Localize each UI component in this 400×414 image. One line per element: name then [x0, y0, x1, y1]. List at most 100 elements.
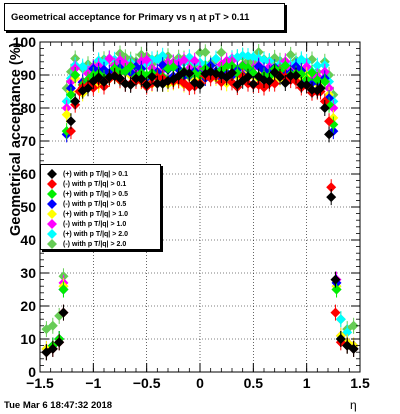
legend-label: (+) with p T/|q| > 0.5 — [63, 190, 128, 198]
data-point-series-8 — [285, 49, 296, 60]
legend-entry: (-) with p T/|q| > 2.0 — [47, 239, 126, 249]
data-point-series-1 — [136, 73, 147, 84]
y-tick-label: 50 — [20, 199, 36, 215]
data-point-series-8 — [200, 47, 211, 58]
y-tick-label: 70 — [20, 133, 36, 149]
data-point-series-1 — [315, 83, 326, 94]
data-point-series-1 — [184, 68, 195, 79]
x-tick-label: −1.5 — [26, 375, 54, 391]
x-tick-label: 1 — [303, 375, 311, 391]
legend-diamond-icon — [47, 199, 57, 209]
y-tick-label: 100 — [13, 34, 37, 50]
legend-diamond-icon — [47, 189, 57, 199]
data-point-series-1 — [65, 116, 76, 127]
data-point-series-1 — [70, 96, 81, 107]
legend-label: (+) with p T/|q| > 0.1 — [63, 170, 128, 178]
data-point-series-1 — [93, 72, 104, 83]
data-point-series-3 — [58, 284, 69, 295]
legend-label: (-) with p T/|q| > 2.0 — [63, 240, 127, 248]
legend-label: (+) with p T/|q| > 1.0 — [63, 210, 128, 218]
x-tick-label: −0.5 — [133, 375, 161, 391]
data-point-series-1 — [58, 307, 69, 318]
data-point-series-2 — [330, 307, 341, 318]
legend-label: (-) with p T/|q| > 0.5 — [63, 200, 127, 208]
y-tick-label: 10 — [20, 331, 36, 347]
data-point-series-6 — [104, 53, 115, 64]
legend-label: (+) with p T/|q| > 2.0 — [63, 230, 128, 238]
legend-diamond-icon — [47, 229, 57, 239]
data-point-series-1 — [291, 70, 301, 81]
legend-label: (-) with p T/|q| > 0.1 — [63, 180, 127, 188]
y-tick-label: 0 — [28, 364, 36, 380]
y-axis-label: Geometrical acceptance (%) — [8, 42, 24, 236]
data-point-series-1 — [227, 67, 237, 78]
data-point-series-8 — [216, 47, 227, 58]
data-point-series-3 — [70, 70, 81, 80]
data-point-series-3 — [331, 284, 342, 295]
y-tick-label: 80 — [20, 100, 36, 116]
x-axis-label: η — [350, 398, 357, 412]
x-tick-label: 1.5 — [350, 375, 370, 391]
y-tick-label: 20 — [20, 298, 36, 314]
data-point-series-1 — [115, 73, 125, 84]
data-point-series-5 — [61, 109, 72, 120]
data-point-series-3 — [243, 62, 253, 73]
data-point-series-3 — [312, 75, 323, 86]
data-point-series-1 — [147, 71, 157, 82]
legend-entry: (+) with p T/|q| > 1.0 — [47, 209, 128, 219]
legend-diamond-icon — [47, 239, 57, 249]
data-point-series-1 — [280, 78, 291, 89]
data-point-series-7 — [312, 60, 323, 71]
x-tick-label: 0 — [196, 375, 204, 391]
data-point-series-1 — [324, 129, 335, 140]
legend-label: (-) with p T/|q| > 1.0 — [63, 220, 127, 228]
data-point-series-3 — [307, 67, 317, 78]
data-point-series-1 — [141, 79, 152, 90]
x-tick-label: 0.5 — [244, 375, 264, 391]
x-tick-label: −1 — [85, 375, 101, 391]
legend-diamond-icon — [47, 219, 57, 229]
data-point-series-7 — [211, 53, 221, 64]
plot-title-box: Geometrical acceptance for Primary vs η … — [4, 3, 285, 31]
legend-entry: (+) with p T/|q| > 2.0 — [47, 229, 128, 239]
data-point-series-1 — [47, 343, 58, 354]
data-point-series-8 — [47, 320, 58, 331]
axis-tick-labels: −1.5 −1 −0.5 0 0.5 1 1.5 0 10 20 30 40 50 60 70 80 90 100 — [13, 34, 370, 391]
legend-entry: (+) with p T/|q| > 0.5 — [47, 189, 128, 199]
data-point-series-7 — [259, 54, 269, 65]
plot-points — [41, 44, 359, 361]
data-point-series-8 — [348, 320, 359, 331]
data-point-series-1 — [296, 79, 307, 90]
data-point-series-1 — [326, 192, 337, 203]
data-point-series-1 — [243, 71, 253, 82]
data-point-series-3 — [65, 89, 76, 100]
data-point-series-1 — [152, 78, 163, 89]
data-point-series-1 — [275, 72, 285, 83]
y-tick-label: 60 — [20, 166, 36, 182]
data-point-series-6 — [179, 55, 189, 66]
y-tick-label: 30 — [20, 265, 36, 281]
data-point-series-1 — [54, 337, 65, 348]
data-point-series-1 — [330, 274, 341, 285]
timestamp: Tue Mar 6 18:47:32 2018 — [4, 400, 113, 411]
data-point-series-3 — [280, 60, 291, 71]
data-point-series-1 — [248, 79, 259, 90]
data-point-series-2 — [324, 116, 335, 127]
data-point-series-1 — [301, 79, 312, 90]
data-point-series-3 — [319, 76, 330, 87]
data-point-series-2 — [326, 182, 337, 193]
legend-diamond-icon — [47, 209, 57, 219]
legend-entry: (+) with p T/|q| > 0.1 — [47, 169, 128, 179]
data-point-series-7 — [248, 52, 259, 63]
data-point-series-1 — [99, 77, 109, 88]
legend-diamond-icon — [47, 179, 57, 189]
data-point-series-3 — [125, 61, 136, 72]
data-point-series-3 — [168, 62, 179, 73]
data-point-series-7 — [335, 314, 346, 325]
data-point-series-7 — [157, 50, 168, 61]
data-point-series-6 — [141, 54, 152, 65]
legend: (+) with p T/|q| > 0.1 (-) with p T/|q| >… — [40, 164, 161, 250]
legend-diamond-icon — [47, 169, 57, 179]
data-point-series-1 — [335, 334, 346, 344]
